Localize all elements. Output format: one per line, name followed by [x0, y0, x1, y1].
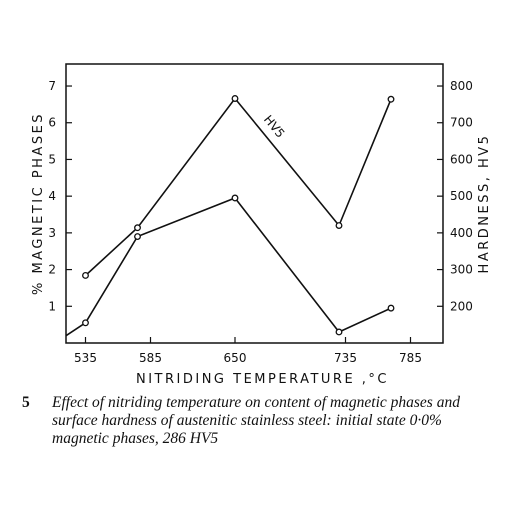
left-tick-label: 3: [48, 226, 56, 240]
series-label: HV5: [261, 113, 288, 141]
right-tick-label: 600: [450, 152, 473, 166]
left-tick-label: 6: [48, 116, 56, 130]
left-tick-label: 2: [48, 263, 56, 277]
right-tick-label: 300: [450, 263, 473, 277]
data-point-marker: [134, 233, 141, 240]
right-tick-label: 200: [450, 299, 473, 313]
data-point-marker: [335, 328, 343, 336]
left-axis-title: % MAGNETIC PHASES: [31, 112, 46, 295]
caption-text: Effect of nitriding temperature on conte…: [52, 394, 460, 447]
data-point-marker: [387, 95, 395, 103]
right-tick-label: 700: [450, 116, 473, 130]
figure-number: 5: [22, 394, 30, 411]
chart: 1 2 3 4 5 6 7 200 300 400 500 600 700 800 535 585 650 7…: [31, 63, 492, 387]
bottom-tick-label: 785: [399, 351, 422, 365]
bottom-tick-label: 650: [224, 351, 247, 365]
series-line-2: [65, 197, 392, 337]
plot-frame: [65, 63, 444, 344]
left-tick-label: 1: [48, 299, 56, 313]
bottom-tick-label: 585: [139, 351, 162, 365]
data-point-marker: [231, 95, 239, 102]
figure-caption: 5 Effect of nitriding temperature on con…: [22, 394, 498, 448]
x-axis-title: NITRIDING TEMPERATURE ,°C: [136, 372, 389, 387]
right-tick-label: 500: [450, 189, 473, 203]
left-tick-label: 7: [48, 79, 56, 93]
series-line-1: [84, 97, 392, 277]
data-point-marker: [387, 304, 395, 312]
bottom-tick-label: 535: [74, 351, 97, 365]
data-point-marker: [335, 222, 343, 229]
right-tick-label: 400: [450, 226, 473, 240]
data-point-marker: [82, 319, 89, 327]
bottom-tick-label: 735: [334, 351, 357, 365]
left-tick-label: 5: [48, 152, 56, 166]
right-axis-title: HARDNESS, HV5: [477, 134, 492, 274]
data-point-marker: [231, 194, 239, 202]
data-point-marker: [82, 272, 89, 279]
right-tick-label: 800: [450, 79, 473, 93]
data-point-marker: [134, 224, 141, 232]
left-tick-label: 4: [48, 189, 56, 203]
